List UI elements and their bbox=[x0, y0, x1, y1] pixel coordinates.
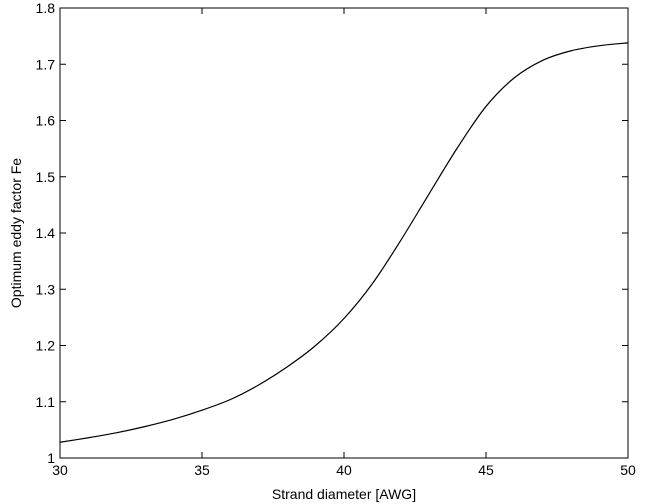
y-axis: 1 1.1 1.2 1.3 1.4 1.5 1.6 1.7 1.8 bbox=[36, 0, 628, 466]
y-tick-label: 1 bbox=[47, 450, 55, 466]
y-tick-label: 1.6 bbox=[36, 113, 56, 129]
plot-area bbox=[59, 7, 629, 459]
y-tick-label: 1.7 bbox=[36, 56, 56, 72]
y-tick-label: 1.4 bbox=[36, 225, 56, 241]
y-tick-label: 1.5 bbox=[36, 169, 56, 185]
y-tick-label: 1.3 bbox=[36, 281, 56, 297]
x-tick-label: 45 bbox=[478, 462, 494, 478]
series-line bbox=[59, 42, 629, 443]
x-axis-label: Strand diameter [AWG] bbox=[272, 486, 416, 502]
y-tick-label: 1.1 bbox=[36, 394, 56, 410]
x-axis: 30 35 40 45 50 bbox=[52, 8, 636, 478]
y-tick-label: 1.2 bbox=[36, 338, 56, 354]
x-tick-label: 35 bbox=[194, 462, 210, 478]
y-axis-label: Optimum eddy factor Fe bbox=[8, 158, 24, 308]
y-tick-label: 1.8 bbox=[36, 0, 56, 16]
x-tick-label: 50 bbox=[620, 462, 636, 478]
x-tick-label: 30 bbox=[52, 462, 68, 478]
x-tick-label: 40 bbox=[336, 462, 352, 478]
